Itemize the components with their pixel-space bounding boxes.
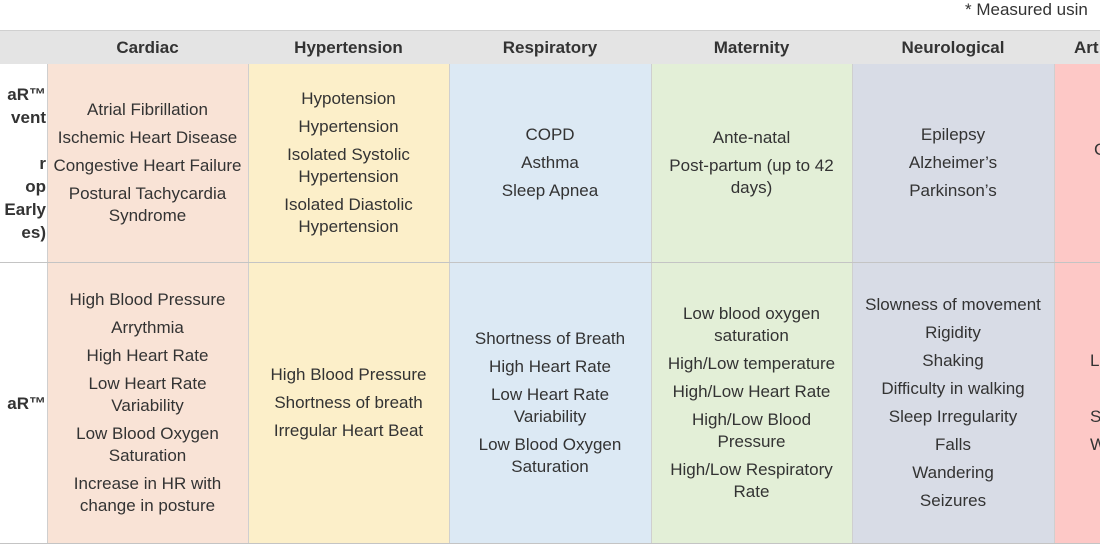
row2-cardiac-cell: High Blood Pressure Arrythmia High Heart R… xyxy=(47,263,248,543)
cell-item: Sec xyxy=(1090,407,1100,426)
header-hypertension: Hypertension xyxy=(248,30,449,64)
cell-item xyxy=(4,129,46,152)
cell-item: Difficulty in walking xyxy=(881,379,1025,398)
row2-hypertension-cell: High Blood Pressure Shortness of breath Ir… xyxy=(248,263,449,543)
cell-item: High/Low Respiratory Rate xyxy=(670,460,833,501)
cell-item: We xyxy=(1090,435,1100,454)
divider xyxy=(852,64,853,544)
row2-label-text: aR™ xyxy=(7,392,46,415)
row1-arthritis-cell: C xyxy=(1054,64,1100,262)
cell-item: Wandering xyxy=(912,463,994,482)
row-divider xyxy=(0,262,1100,263)
cell-item: aR™ xyxy=(7,393,46,413)
cell-item: Low Heart Rate Variability xyxy=(88,374,207,415)
cell-item: Atrial Fibrillation xyxy=(87,100,208,119)
cell-item: Irregular Heart Beat xyxy=(273,421,424,440)
cell-item: Increase in HR with change in posture xyxy=(73,474,222,515)
cell-item: Sleep Irregularity xyxy=(888,407,1018,426)
header-arthritis: Art xyxy=(1054,30,1100,64)
cell-item: op xyxy=(25,176,46,196)
footnote: * Measured usin xyxy=(965,0,1088,19)
cell-item: Parkinson’s xyxy=(909,181,997,200)
cell-item: Shortness of Breath xyxy=(474,329,626,348)
row1-label-text: aR™ vent r op Early es) xyxy=(4,83,46,244)
header-respiratory: Respiratory xyxy=(449,30,651,64)
cell-item: Ante-natal xyxy=(712,128,791,147)
cell-item: High Heart Rate xyxy=(489,357,611,376)
cell-item xyxy=(1090,378,1095,400)
cell-item: High/Low Heart Rate xyxy=(672,382,831,401)
row2-arthritis-cell: L Sec We xyxy=(1054,263,1100,543)
cell-item: Early xyxy=(4,199,46,219)
cell-item: Hypertension xyxy=(298,117,399,136)
row1-respiratory-cell: COPD Asthma Sleep Apnea xyxy=(449,64,651,262)
header-maternity: Maternity xyxy=(651,30,852,64)
header-neurological: Neurological xyxy=(852,30,1054,64)
divider xyxy=(449,64,450,544)
cell-item: Isolated Diastolic Hypertension xyxy=(284,195,413,236)
cell-item: Ischemic Heart Disease xyxy=(57,128,238,147)
cell-item: Low blood oxygen saturation xyxy=(682,304,821,345)
cell-item: Shortness of breath xyxy=(274,393,423,412)
row2-maternity-cell: Low blood oxygen saturation High/Low temp… xyxy=(651,263,852,543)
row1-hypertension-cell: Hypotension Hypertension Isolated Systolic… xyxy=(248,64,449,262)
cell-item: aR™ xyxy=(7,84,46,104)
cell-item: Alzheimer’s xyxy=(908,153,998,172)
cell-item: Slowness of movement xyxy=(865,295,1041,314)
row2-respiratory-cell: Shortness of Breath High Heart Rate Low He… xyxy=(449,263,651,543)
cell-item: Congestive Heart Failure xyxy=(53,156,242,175)
row1-maternity-cell: Ante-natal Post-partum (up to 42 days) xyxy=(651,64,852,262)
cell-item: Post-partum (up to 42 days) xyxy=(669,156,834,197)
header-blank xyxy=(0,30,47,64)
divider xyxy=(47,64,48,544)
row1-neurological-cell: Epilepsy Alzheimer’s Parkinson’s xyxy=(852,64,1054,262)
cell-item: Seizures xyxy=(919,491,987,510)
row1-label: aR™ vent r op Early es) xyxy=(0,64,46,262)
header-cardiac: Cardiac xyxy=(47,30,248,64)
cell-item: Postural Tachycardia Syndrome xyxy=(68,184,227,225)
cell-item: Rigidity xyxy=(925,323,981,342)
cell-item: Arrythmia xyxy=(111,318,184,337)
cell-item: Falls xyxy=(935,435,971,454)
cell-item: Epilepsy xyxy=(920,125,986,144)
cell-item: High Blood Pressure xyxy=(270,365,427,384)
cell-item: High/Low Blood Pressure xyxy=(691,410,812,451)
cell-item: Shaking xyxy=(922,351,984,370)
row2-neurological-cell: Slowness of movement Rigidity Shaking Diffi… xyxy=(852,263,1054,543)
cell-item: es) xyxy=(21,222,46,242)
cell-item: High Blood Pressure xyxy=(69,290,226,309)
cell-item: Low Blood Oxygen Saturation xyxy=(478,435,622,476)
cell-item: Low Heart Rate Variability xyxy=(490,385,610,426)
cell-item: r xyxy=(39,153,46,173)
row1-cardiac-cell: Atrial Fibrillation Ischemic Heart Diseas… xyxy=(47,64,248,262)
row2-label: aR™ xyxy=(0,263,46,543)
cell-item: Asthma xyxy=(521,153,579,172)
cell-item: High Heart Rate xyxy=(86,346,209,365)
cell-item: Hypotension xyxy=(301,89,396,108)
cell-item: vent xyxy=(11,107,46,127)
table-bottom-border xyxy=(0,543,1100,544)
cell-item: Isolated Systolic Hypertension xyxy=(287,145,410,186)
divider xyxy=(248,64,249,544)
cell-item: Sleep Apnea xyxy=(501,181,599,200)
cell-item: COPD xyxy=(525,125,575,144)
divider xyxy=(651,64,652,544)
cell-item: C xyxy=(1094,139,1100,161)
cell-item: High/Low temperature xyxy=(667,354,836,373)
cell-item: Low Blood Oxygen Saturation xyxy=(76,424,219,465)
cell-item: L xyxy=(1090,351,1100,370)
divider xyxy=(1054,64,1055,544)
